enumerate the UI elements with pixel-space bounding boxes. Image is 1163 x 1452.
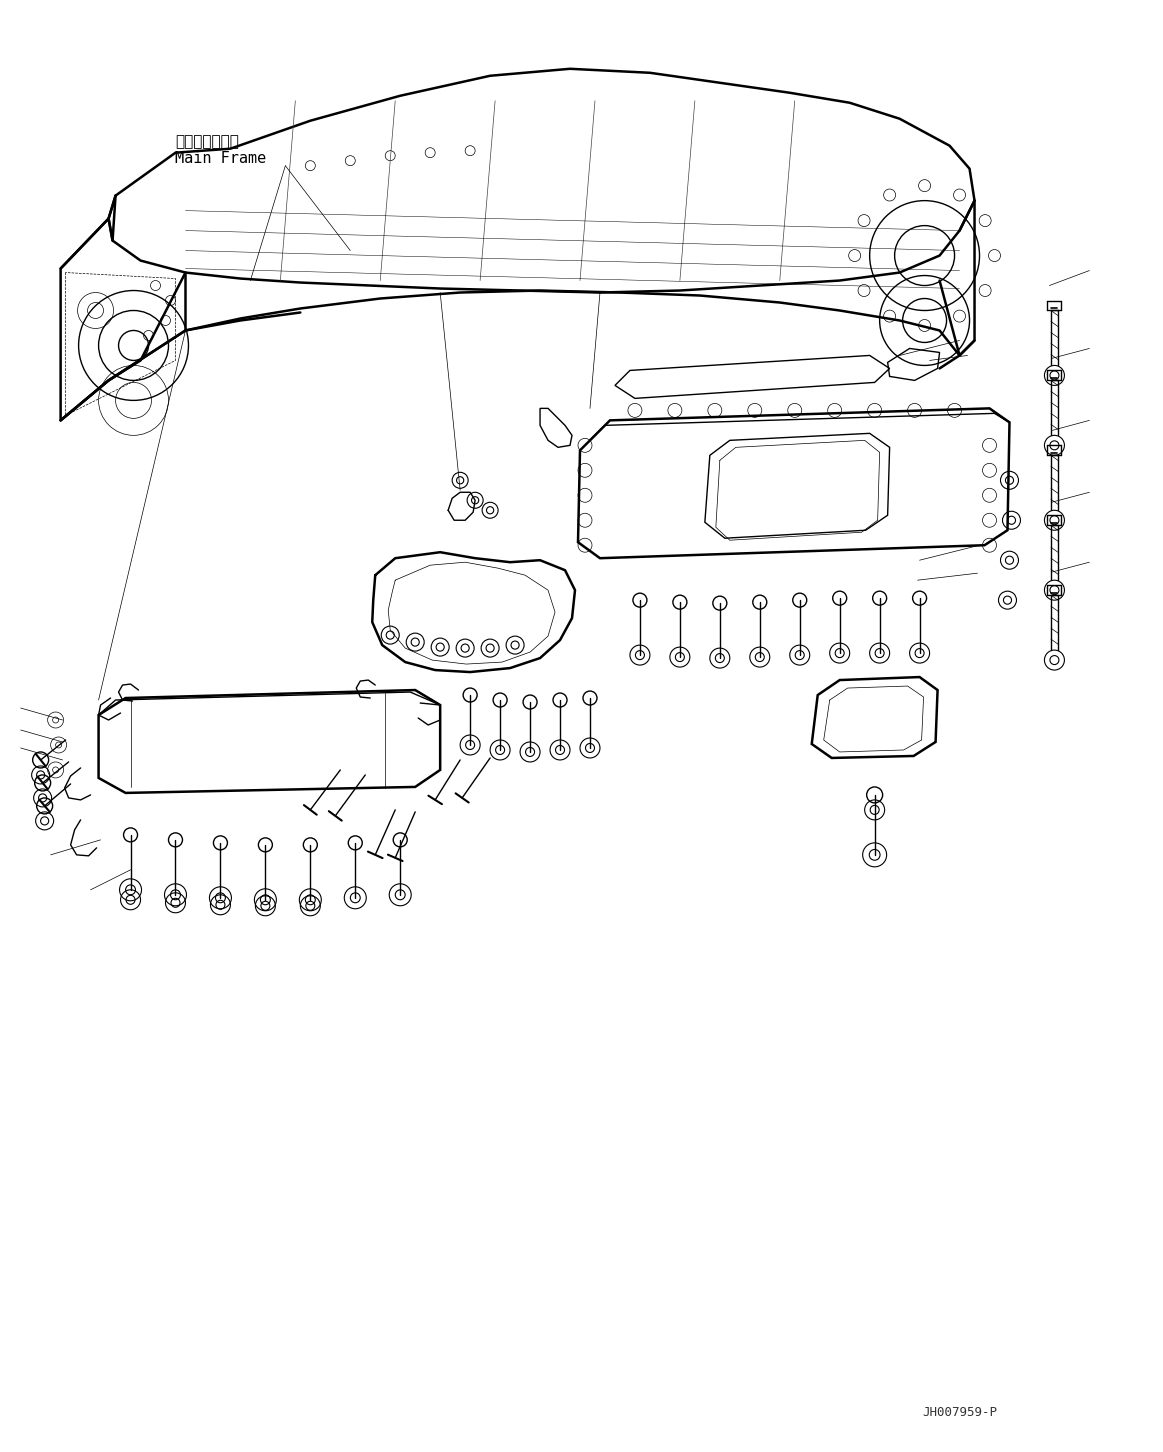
Text: JH007959-P: JH007959-P [922,1406,997,1419]
Text: メインフレーム: メインフレーム [176,134,240,148]
Text: Main Frame: Main Frame [176,151,266,166]
